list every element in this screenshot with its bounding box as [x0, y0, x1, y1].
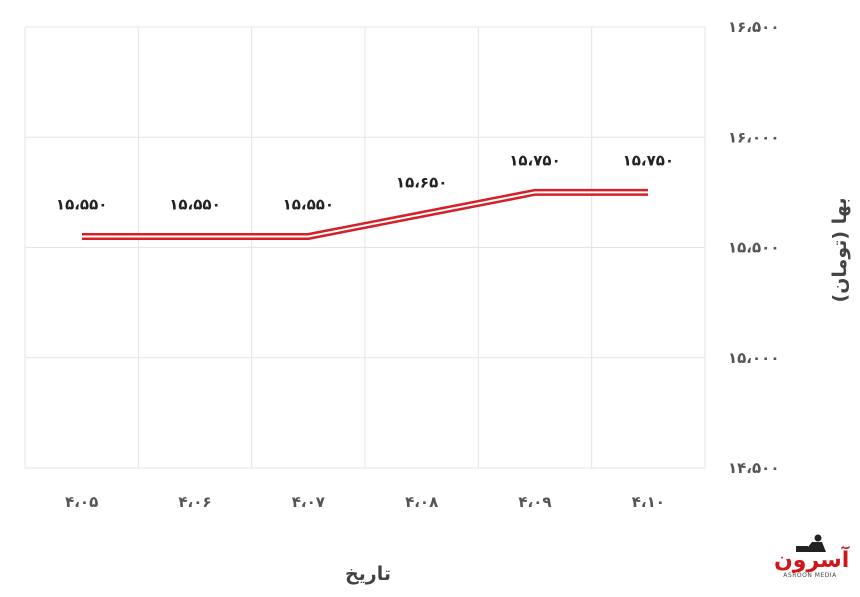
series-line-inner [82, 191, 648, 238]
data-label: ۱۵،۶۵۰ [396, 173, 447, 191]
y-tick-label: ۱۴،۵۰۰ [728, 459, 779, 477]
x-axis-tick-labels: ۴،۰۵ ۴،۰۶ ۴،۰۷ ۴،۰۸ ۴،۰۹ ۴،۱۰ [65, 493, 665, 511]
x-tick-label: ۴،۱۰ [632, 493, 665, 511]
y-tick-label: ۱۵،۰۰۰ [728, 349, 779, 367]
data-label: ۱۵،۷۵۰ [623, 151, 674, 169]
data-labels: ۱۵،۵۵۰ ۱۵،۵۵۰ ۱۵،۵۵۰ ۱۵،۶۵۰ ۱۵،۷۵۰ ۱۵،۷۵۰ [56, 151, 674, 213]
data-label: ۱۵،۵۵۰ [283, 195, 334, 213]
x-tick-label: ۴،۰۸ [405, 493, 438, 511]
x-tick-label: ۴،۰۵ [65, 493, 98, 511]
x-tick-label: ۴،۰۶ [178, 493, 211, 511]
x-tick-label: ۴،۰۷ [292, 493, 325, 511]
y-tick-label: ۱۵،۵۰۰ [728, 239, 779, 257]
y-axis-tick-labels: ۱۴،۵۰۰ ۱۵،۰۰۰ ۱۵،۵۰۰ ۱۶،۰۰۰ ۱۶،۵۰۰ [728, 18, 779, 477]
y-tick-label: ۱۶،۰۰۰ [728, 128, 779, 146]
logo-text: آسرون [774, 548, 850, 573]
logo-figure-icon [796, 534, 826, 552]
data-label: ۱۵،۵۵۰ [56, 195, 107, 213]
x-axis-title: تاریخ [345, 563, 391, 585]
x-tick-label: ۴،۰۹ [518, 493, 551, 511]
y-tick-label: ۱۶،۵۰۰ [728, 18, 779, 36]
data-label: ۱۵،۷۵۰ [509, 151, 560, 169]
price-series [82, 188, 648, 240]
grid-lines [24, 26, 706, 469]
asroon-logo: آسرون ASROON MEDIA [774, 532, 850, 584]
logo-subtext: ASROON MEDIA [783, 572, 837, 579]
data-label: ۱۵،۵۵۰ [169, 195, 220, 213]
y-axis-title: بها (تومان) [829, 198, 851, 303]
